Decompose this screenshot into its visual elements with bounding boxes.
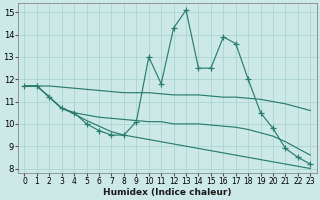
- X-axis label: Humidex (Indice chaleur): Humidex (Indice chaleur): [103, 188, 232, 197]
